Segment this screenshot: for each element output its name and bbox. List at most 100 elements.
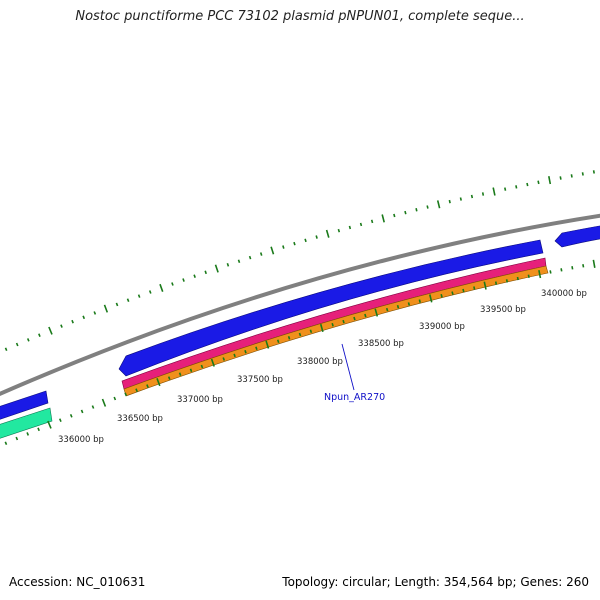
inner-tick-mark (364, 313, 367, 318)
inner-tick-mark (374, 308, 379, 317)
inner-tick-mark (255, 346, 258, 350)
inner-tick-mark (538, 270, 542, 279)
outer-tick-mark (159, 283, 164, 292)
outer-tick-mark (526, 182, 529, 187)
outer-tick-mark (515, 185, 518, 189)
outer-tick-mark (126, 298, 130, 302)
scale-label-339000: 339000 bp (419, 322, 465, 332)
outer-tick-mark (282, 245, 285, 249)
inner-tick-mark (287, 336, 291, 340)
inner-tick-mark (265, 340, 270, 349)
outer-tick-mark (293, 241, 296, 246)
inner-tick-mark (451, 291, 454, 295)
outer-tick-mark (436, 200, 441, 209)
outer-tick-mark (48, 326, 53, 335)
scale-label-340000: 340000 bp (541, 289, 587, 299)
scale-label-336000: 336000 bp (58, 435, 104, 445)
scale-label-338000: 338000 bp (297, 357, 343, 367)
inner-tick-mark (69, 413, 73, 418)
outer-tick-mark (71, 319, 74, 324)
cds-feature-left[interactable] (0, 390, 49, 421)
outer-tick-mark (148, 290, 152, 294)
outer-tick-mark (415, 208, 418, 212)
inner-tick-ring (4, 259, 596, 446)
outer-tick-mark (171, 282, 174, 286)
inner-tick-mark (58, 418, 62, 423)
outer-tick-mark (304, 238, 307, 243)
feature-leader-line (341, 343, 355, 391)
inner-tick-mark (331, 322, 334, 327)
outer-tick-mark (270, 246, 275, 255)
inner-tick-mark (407, 302, 411, 306)
map-summary-text: Topology: circular; Length: 354,564 bp; … (282, 575, 589, 589)
inner-tick-mark (353, 316, 356, 321)
outer-tick-mark (15, 342, 19, 347)
cds-feature-main[interactable] (118, 239, 544, 377)
outer-tick-mark (315, 235, 318, 239)
inner-tick-mark (15, 436, 19, 441)
outer-tick-mark (182, 278, 185, 282)
outer-tick-mark (492, 187, 496, 196)
outer-tick-mark (348, 225, 352, 230)
inner-tick-mark (309, 329, 313, 333)
outer-tick-mark (137, 294, 141, 298)
outer-tick-mark (504, 187, 507, 191)
inner-tick-mark (146, 384, 149, 388)
outer-tick-mark (259, 252, 263, 256)
outer-tick-mark (4, 347, 8, 352)
outer-tick-mark (359, 222, 363, 227)
outer-tick-mark (548, 176, 552, 185)
outer-tick-mark (38, 333, 41, 337)
scale-label-337500: 337500 bp (237, 375, 283, 385)
gene-feature-orange[interactable] (123, 265, 549, 397)
outer-tick-mark (60, 324, 63, 328)
inner-tick-mark (385, 307, 389, 312)
inner-tick-mark (167, 376, 171, 380)
inner-tick-mark (429, 294, 433, 303)
inner-tick-mark (113, 396, 117, 401)
inner-tick-mark (505, 279, 509, 283)
outer-tick-mark (537, 180, 540, 185)
inner-tick-mark (549, 270, 552, 274)
outer-tick-mark (93, 311, 97, 315)
inner-tick-mark (483, 281, 487, 290)
gene-feature-green[interactable] (0, 407, 53, 440)
scale-label-336500: 336500 bp (117, 414, 163, 424)
outer-tick-mark (204, 270, 207, 275)
inner-tick-mark (80, 409, 84, 414)
inner-tick-mark (516, 276, 519, 281)
outer-tick-mark (404, 210, 407, 215)
outer-tick-mark (559, 176, 562, 180)
outer-tick-mark (26, 338, 30, 342)
cds-feature-right[interactable] (554, 225, 600, 248)
outer-tick-mark (193, 274, 196, 278)
inner-tick-mark (440, 294, 443, 298)
inner-tick-mark (319, 323, 324, 333)
inner-tick-mark (222, 357, 226, 361)
inner-tick-mark (527, 274, 530, 278)
inner-tick-mark (135, 388, 138, 392)
outer-tick-mark (325, 229, 330, 238)
outer-tick-mark (570, 174, 573, 178)
outer-tick-mark (115, 302, 119, 307)
inner-tick-mark (462, 288, 465, 293)
map-title: Nostoc punctiforme PCC 73102 plasmid pNP… (75, 9, 525, 24)
outer-tick-mark (82, 315, 86, 320)
inner-tick-mark (4, 441, 8, 446)
inner-tick-mark (26, 432, 30, 436)
outer-tick-mark (248, 255, 252, 260)
inner-tick-mark (582, 264, 585, 268)
outer-tick-mark (481, 192, 485, 196)
backbone-line (0, 213, 600, 397)
outer-tick-mark (448, 199, 451, 204)
outer-tick-mark (470, 194, 474, 199)
inner-tick-mark (494, 281, 498, 285)
inner-tick-mark (233, 353, 236, 358)
outer-tick-mark (103, 304, 109, 313)
inner-tick-mark (156, 378, 161, 387)
feature-label-npun-ar270[interactable]: Npun_AR270 (324, 392, 385, 403)
outer-tick-mark (237, 259, 241, 263)
inner-tick-mark (47, 420, 52, 429)
inner-tick-mark (101, 398, 107, 407)
